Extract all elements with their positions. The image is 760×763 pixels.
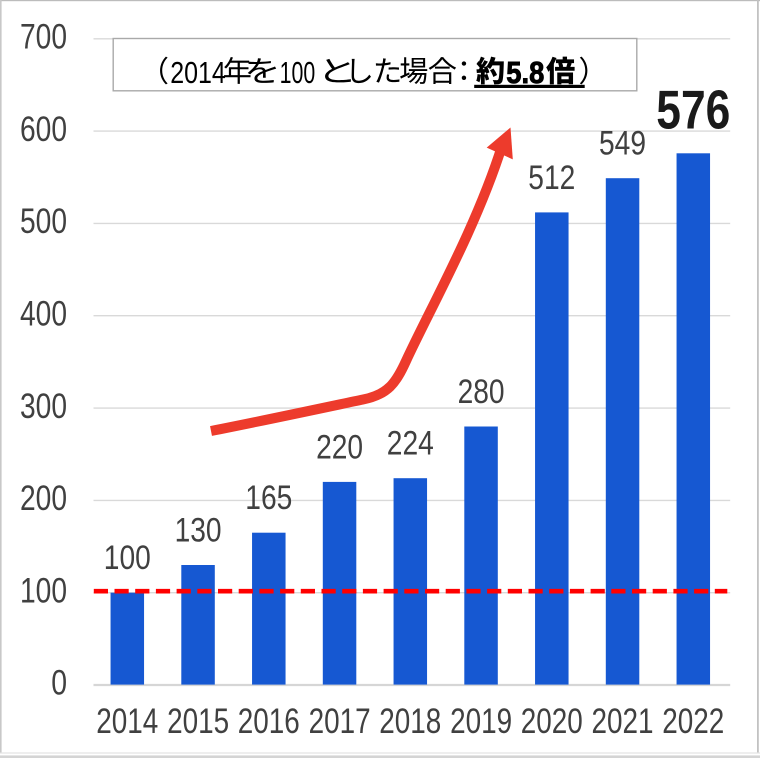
svg-text:600: 600	[20, 109, 67, 149]
svg-text:165: 165	[245, 479, 292, 517]
svg-text:2021: 2021	[592, 701, 654, 741]
svg-text:2022: 2022	[662, 701, 724, 741]
svg-text:2014: 2014	[96, 701, 158, 741]
svg-text:300: 300	[20, 386, 67, 426]
svg-text:2017: 2017	[309, 701, 371, 741]
svg-text:2014: 2014	[170, 56, 226, 90]
svg-text:2020: 2020	[521, 701, 583, 741]
svg-text:2019: 2019	[450, 701, 512, 741]
svg-text:100: 100	[280, 56, 316, 90]
svg-text:200: 200	[20, 478, 67, 518]
svg-text:100: 100	[104, 539, 151, 577]
svg-text:549: 549	[599, 125, 646, 163]
svg-text:2015: 2015	[167, 701, 229, 741]
svg-text:130: 130	[175, 512, 222, 550]
svg-text:700: 700	[20, 17, 67, 57]
svg-text:2018: 2018	[379, 701, 441, 741]
svg-text:224: 224	[387, 425, 434, 463]
svg-text:512: 512	[528, 159, 575, 197]
svg-text:2016: 2016	[238, 701, 300, 741]
svg-text:400: 400	[20, 293, 67, 333]
svg-text:100: 100	[20, 570, 67, 610]
svg-text:280: 280	[458, 373, 505, 411]
svg-text:0: 0	[51, 663, 67, 703]
svg-text:500: 500	[20, 201, 67, 241]
svg-text:5.8: 5.8	[506, 56, 544, 90]
svg-text:220: 220	[316, 428, 363, 466]
svg-text:576: 576	[656, 78, 730, 140]
